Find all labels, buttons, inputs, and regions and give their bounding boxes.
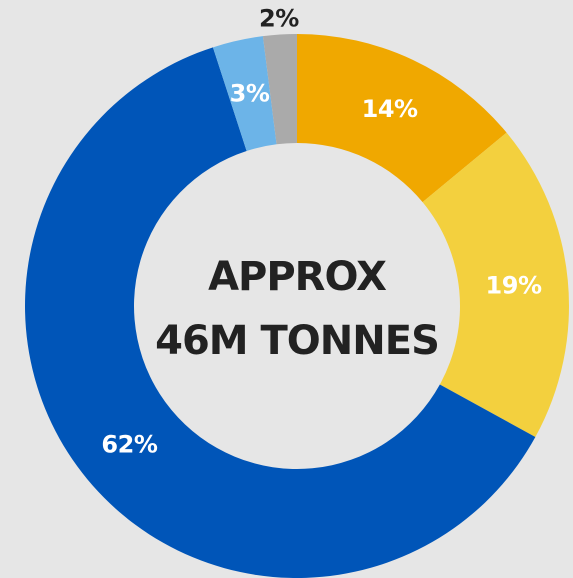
donut-slice [25, 47, 536, 578]
donut-slices [25, 34, 569, 578]
donut-slice [297, 34, 507, 203]
slice-label: 2% [259, 5, 299, 33]
slice-label: 19% [486, 272, 542, 300]
donut-slice [262, 34, 297, 145]
slice-label: 62% [101, 431, 157, 459]
slice-label: 3% [230, 80, 270, 108]
donut-slice [422, 132, 569, 438]
slice-label: 14% [362, 95, 418, 123]
donut-slice [212, 36, 277, 151]
center-label-line1: APPROX [208, 254, 387, 300]
slice-labels: 14% 19% 62% 3% 2% [101, 5, 542, 459]
center-label-line2: 46M TONNES [155, 318, 439, 364]
